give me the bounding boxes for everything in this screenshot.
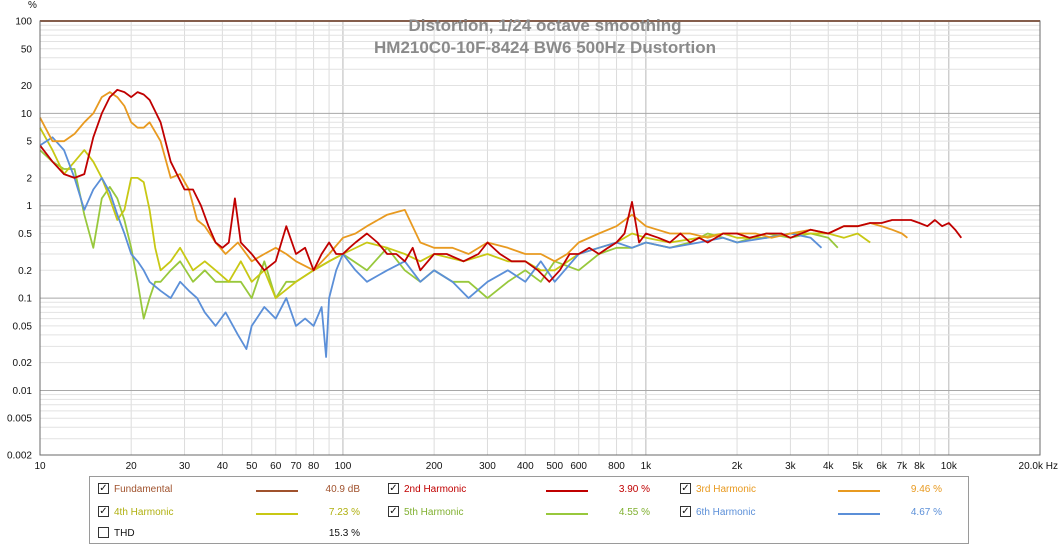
x-tick-label: 200: [426, 461, 443, 472]
x-tick-label: 20: [126, 461, 138, 472]
chart-title: Distortion, 1/24 octave smoothing: [409, 16, 682, 35]
legend-value-thd: 15.3 %: [328, 528, 360, 539]
y-tick-label: 100: [15, 17, 32, 28]
legend-label-4th-harmonic: 4th Harmonic: [114, 507, 174, 518]
y-tick-label: 0.1: [18, 294, 32, 305]
x-tick-label: 500: [546, 461, 563, 472]
x-tick-label: 8k: [914, 461, 926, 472]
legend-label-2nd-harmonic: 2nd Harmonic: [404, 484, 467, 495]
y-tick-label: 5: [26, 137, 32, 148]
x-tick-label: 40: [217, 461, 229, 472]
legend-row: ✓ Fundamental 40.9 dB ✓ 2nd Harmonic 3.9…: [90, 479, 968, 499]
legend-value-4th-harmonic: 7.23 %: [328, 507, 360, 518]
x-tick-label: 600: [570, 461, 587, 472]
y-tick-label: 1: [26, 201, 32, 212]
y-tick-label: 0.5: [18, 229, 32, 240]
legend-value-fundamental: 40.9 dB: [325, 484, 360, 495]
checkbox-4th-harmonic[interactable]: ✓: [98, 506, 109, 517]
x-tick-label: 10k: [941, 461, 958, 472]
checkbox-5th-harmonic[interactable]: ✓: [388, 506, 399, 517]
legend-label-3rd-harmonic: 3rd Harmonic: [696, 484, 757, 495]
legend-row: ✓ 4th Harmonic 7.23 % ✓ 5th Harmonic 4.5…: [90, 502, 968, 522]
x-tick-label: 100: [335, 461, 352, 472]
grid: [39, 20, 1041, 456]
legend-item-2nd-harmonic[interactable]: ✓ 2nd Harmonic 3.90 %: [388, 479, 668, 499]
checkbox-3rd-harmonic[interactable]: ✓: [680, 483, 691, 494]
y-tick-label: 2: [26, 173, 32, 184]
legend-item-thd[interactable]: THD 15.3 %: [98, 523, 378, 543]
distortion-chart: 10 20 30 40 50 60 70 80 100 200 300 400 500 600 800 1k 2…: [7, 0, 1058, 473]
legend-item-5th-harmonic[interactable]: ✓ 5th Harmonic 4.55 %: [388, 502, 668, 522]
y-tick-label: 10: [21, 109, 33, 120]
x-tick-label: 80: [308, 461, 320, 472]
series-line-2nd-harmonic: [39, 88, 963, 283]
x-tick-label: 20.0k Hz: [1019, 461, 1058, 472]
y-tick-label: 50: [21, 44, 33, 55]
x-tick-label: 6k: [876, 461, 888, 472]
x-tick-label: 7k: [897, 461, 909, 472]
y-tick-label: 0.002: [7, 451, 32, 462]
x-tick-label: 5k: [852, 461, 864, 472]
y-tick-label: 20: [21, 81, 33, 92]
y-tick-label: 0.2: [18, 266, 32, 277]
legend-swatch-4th-harmonic: [256, 513, 298, 515]
x-tick-label: 30: [179, 461, 191, 472]
legend-item-6th-harmonic[interactable]: ✓ 6th Harmonic 4.67 %: [680, 502, 960, 522]
x-tick-label: 2k: [732, 461, 744, 472]
x-tick-label: 4k: [823, 461, 835, 472]
legend-label-6th-harmonic: 6th Harmonic: [696, 507, 756, 518]
legend-label-5th-harmonic: 5th Harmonic: [404, 507, 464, 518]
y-axis-unit-label: %: [28, 0, 37, 11]
chart-subtitle: HM210C0-10F-8424 BW6 500Hz Dustortion: [374, 38, 716, 57]
x-tick-label: 300: [479, 461, 496, 472]
legend-label-fundamental: Fundamental: [114, 484, 173, 495]
x-tick-label: 3k: [785, 461, 797, 472]
legend-label-thd: THD: [114, 528, 135, 539]
plot-frame: [39, 20, 1041, 456]
x-tick-label: 1k: [641, 461, 653, 472]
legend: ✓ Fundamental 40.9 dB ✓ 2nd Harmonic 3.9…: [89, 476, 969, 544]
legend-item-fundamental[interactable]: ✓ Fundamental 40.9 dB: [98, 479, 378, 499]
checkbox-2nd-harmonic[interactable]: ✓: [388, 483, 399, 494]
checkbox-6th-harmonic[interactable]: ✓: [680, 506, 691, 517]
x-tick-label: 70: [290, 461, 302, 472]
tick-labels: 10 20 30 40 50 60 70 80 100 200 300 400 500 600 800 1k 2…: [7, 17, 1058, 473]
y-tick-label: 0.005: [7, 414, 32, 425]
legend-value-2nd-harmonic: 3.90 %: [618, 484, 650, 495]
y-tick-label: 0.01: [13, 386, 33, 397]
x-tick-label: 50: [246, 461, 258, 472]
x-tick-label: 10: [34, 461, 46, 472]
checkbox-thd[interactable]: [98, 527, 109, 538]
series-line-3rd-harmonic: [39, 91, 908, 272]
checkbox-fundamental[interactable]: ✓: [98, 483, 109, 494]
series-line-4th-harmonic: [39, 127, 871, 300]
legend-item-3rd-harmonic[interactable]: ✓ 3rd Harmonic 9.46 %: [680, 479, 960, 499]
legend-swatch-6th-harmonic: [838, 513, 880, 515]
y-tick-label: 0.05: [13, 321, 33, 332]
legend-swatch-3rd-harmonic: [838, 490, 880, 492]
legend-row: THD 15.3 %: [90, 523, 968, 543]
x-tick-label: 400: [517, 461, 534, 472]
x-tick-label: 60: [270, 461, 282, 472]
x-tick-label: 800: [608, 461, 625, 472]
legend-swatch-2nd-harmonic: [546, 490, 588, 492]
legend-value-5th-harmonic: 4.55 %: [618, 507, 650, 518]
y-tick-label: 0.02: [13, 358, 33, 369]
legend-value-3rd-harmonic: 9.46 %: [910, 484, 942, 495]
legend-swatch-fundamental: [256, 490, 298, 492]
legend-swatch-5th-harmonic: [546, 513, 588, 515]
legend-value-6th-harmonic: 4.67 %: [910, 507, 942, 518]
legend-item-4th-harmonic[interactable]: ✓ 4th Harmonic 7.23 %: [98, 502, 378, 522]
